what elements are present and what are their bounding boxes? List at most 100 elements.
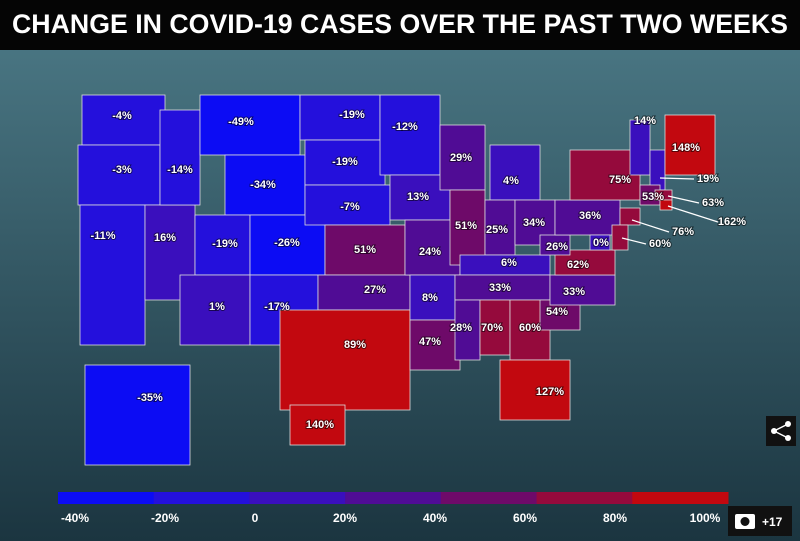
region-label: 60% <box>649 238 671 250</box>
region-label: 47% <box>419 336 441 348</box>
region-label: 6% <box>501 257 517 269</box>
region <box>84 364 191 466</box>
gallery-count: +17 <box>762 515 783 529</box>
region-label: 162% <box>718 216 746 228</box>
region <box>489 144 541 201</box>
region <box>611 224 629 251</box>
region <box>484 199 516 256</box>
region-label: -12% <box>392 121 418 133</box>
region-label: 140% <box>306 419 334 431</box>
legend-tick-label: 20% <box>333 511 357 525</box>
region <box>589 234 611 251</box>
region <box>629 119 651 176</box>
legend-swatch <box>536 492 633 504</box>
leader-line <box>631 219 670 233</box>
gallery-button[interactable]: +17 <box>728 506 792 536</box>
share-lines <box>773 423 789 439</box>
region-label: -26% <box>274 237 300 249</box>
region-label: -34% <box>250 179 276 191</box>
region <box>499 359 571 421</box>
legend-swatch <box>632 492 729 504</box>
leader-line <box>621 237 647 245</box>
region <box>569 149 641 201</box>
title: CHANGE IN COVID-19 CASES OVER THE PAST T… <box>12 9 788 39</box>
legend-swatch <box>249 492 346 504</box>
region-label: 16% <box>154 232 176 244</box>
region-label: 4% <box>503 175 519 187</box>
legend-tick-label: 40% <box>423 511 447 525</box>
legend-tick-label: 0 <box>252 511 259 525</box>
region <box>194 214 251 276</box>
region-label: -19% <box>332 156 358 168</box>
region <box>304 139 386 186</box>
region-label: 26% <box>546 241 568 253</box>
region-label: 89% <box>344 339 366 351</box>
legend-tick-label: -20% <box>151 511 179 525</box>
legend-swatch <box>345 492 442 504</box>
region-label: 76% <box>672 226 694 238</box>
region-label: -7% <box>340 201 360 213</box>
legend: -40% -20% 0 20% 40% 60% 80% 100% <box>58 492 729 525</box>
region-label: -17% <box>264 301 290 313</box>
region-label: 54% <box>546 306 568 318</box>
region-label: 33% <box>489 282 511 294</box>
legend-swatch <box>440 492 538 504</box>
region-label: 36% <box>579 210 601 222</box>
region <box>449 189 486 266</box>
region <box>279 309 411 411</box>
region <box>289 404 346 446</box>
region-label: 60% <box>519 322 541 334</box>
region <box>454 274 551 301</box>
share-bg[interactable] <box>766 416 796 446</box>
region-label: -19% <box>339 109 365 121</box>
legend-tick-label: 100% <box>690 511 721 525</box>
region <box>664 114 716 176</box>
share-button[interactable] <box>766 416 796 446</box>
region-label: 33% <box>563 286 585 298</box>
region <box>79 204 146 346</box>
region-label: 27% <box>364 284 386 296</box>
region-label: -49% <box>228 116 254 128</box>
region-label: 148% <box>672 142 700 154</box>
legend-tick-label: 60% <box>513 511 537 525</box>
region <box>659 199 673 211</box>
region <box>554 199 621 236</box>
region <box>649 149 666 191</box>
region <box>379 94 441 176</box>
region <box>299 94 381 141</box>
region-label: 25% <box>486 224 508 236</box>
region <box>549 274 616 306</box>
region-label: 127% <box>536 386 564 398</box>
region <box>479 299 511 356</box>
region-label: -11% <box>90 230 115 242</box>
region <box>224 154 306 216</box>
region <box>179 274 251 346</box>
region-label: 62% <box>567 259 589 271</box>
region-label: 13% <box>407 191 429 203</box>
region-label: 51% <box>455 220 477 232</box>
legend-swatch <box>58 492 155 504</box>
legend-tick-label: -40% <box>61 511 89 525</box>
region <box>304 184 391 226</box>
camera-lens <box>740 517 750 526</box>
region-label: 29% <box>450 152 472 164</box>
region-label: 34% <box>523 217 545 229</box>
leader-line <box>667 205 719 223</box>
region-label: -14% <box>167 164 193 176</box>
map: -4% -3% -11% 16% -14% -49% -34% -19% 1% -26% -17% -… <box>77 94 747 466</box>
region-label: -3% <box>112 164 132 176</box>
region-label: -35% <box>137 392 163 404</box>
region-label: 28% <box>450 322 472 334</box>
region-label: 75% <box>609 174 631 186</box>
region <box>439 124 486 191</box>
region-label: 53% <box>642 191 664 203</box>
region-label: 8% <box>422 292 438 304</box>
region-label: 70% <box>481 322 503 334</box>
region-label: 1% <box>209 301 225 313</box>
header-bar <box>0 0 800 50</box>
region <box>619 207 641 226</box>
region <box>199 94 301 156</box>
region-label: -19% <box>212 238 238 250</box>
legend-swatch <box>153 492 250 504</box>
